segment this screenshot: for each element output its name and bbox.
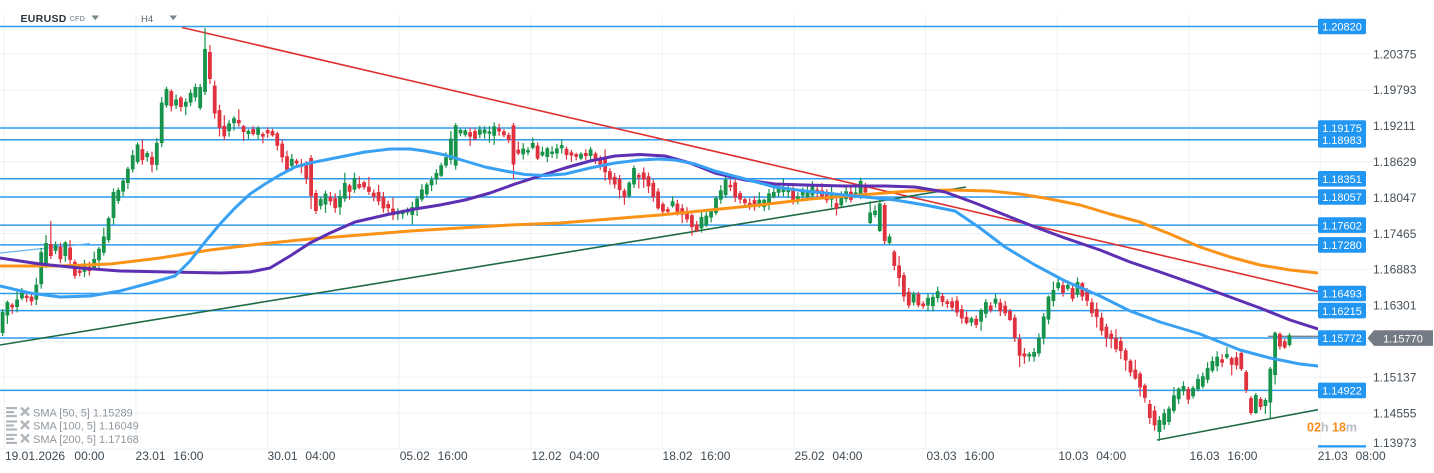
svg-text:1.16301: 1.16301 — [1373, 299, 1417, 313]
svg-text:1.20375: 1.20375 — [1373, 47, 1417, 61]
svg-text:EURUSD: EURUSD — [21, 13, 67, 25]
svg-text:1.13973: 1.13973 — [1373, 436, 1417, 450]
svg-text:H4: H4 — [141, 14, 153, 25]
svg-text:10.03 04:00: 10.03 04:00 — [1058, 449, 1126, 463]
svg-text:1.19793: 1.19793 — [1373, 83, 1417, 97]
svg-text:1.17465: 1.17465 — [1373, 227, 1417, 241]
svg-text:CFD: CFD — [70, 14, 86, 23]
svg-text:21.03 08:00: 21.03 08:00 — [1318, 449, 1386, 463]
svg-text:SMA [100, 5] 1.16049: SMA [100, 5] 1.16049 — [33, 421, 139, 433]
svg-text:1.15770: 1.15770 — [1383, 333, 1423, 345]
svg-text:25.02 04:00: 25.02 04:00 — [795, 449, 863, 463]
svg-text:1.16883: 1.16883 — [1373, 263, 1417, 277]
svg-text:1.14555: 1.14555 — [1373, 406, 1417, 420]
svg-text:19.01.2026 00:00: 19.01.2026 00:00 — [5, 449, 105, 463]
svg-text:1.20820: 1.20820 — [1322, 22, 1362, 34]
svg-text:16.03 16:00: 16.03 16:00 — [1190, 449, 1258, 463]
svg-text:23.01 16:00: 23.01 16:00 — [136, 449, 204, 463]
svg-text:1.14922: 1.14922 — [1322, 386, 1362, 398]
svg-text:1.18983: 1.18983 — [1322, 135, 1362, 147]
svg-text:1.16215: 1.16215 — [1322, 306, 1362, 318]
svg-text:1.18351: 1.18351 — [1322, 174, 1362, 186]
svg-text:18.02 16:00: 18.02 16:00 — [663, 449, 731, 463]
svg-text:1.17280: 1.17280 — [1322, 240, 1362, 252]
svg-text:1.15772: 1.15772 — [1322, 333, 1362, 345]
svg-text:1.18629: 1.18629 — [1373, 155, 1417, 169]
svg-text:1.17602: 1.17602 — [1322, 220, 1362, 232]
svg-text:12.02 04:00: 12.02 04:00 — [532, 449, 600, 463]
svg-text:SMA [200, 5] 1.17168: SMA [200, 5] 1.17168 — [33, 434, 139, 446]
svg-text:30.01 04:00: 30.01 04:00 — [268, 449, 336, 463]
svg-text:1.18057: 1.18057 — [1322, 192, 1362, 204]
svg-text:02h 18m: 02h 18m — [1307, 421, 1357, 435]
svg-text:1.18047: 1.18047 — [1373, 191, 1417, 205]
svg-text:1.16493: 1.16493 — [1322, 289, 1362, 301]
svg-text:1.15137: 1.15137 — [1373, 370, 1417, 384]
svg-text:05.02 16:00: 05.02 16:00 — [400, 449, 468, 463]
svg-text:1.19211: 1.19211 — [1373, 119, 1416, 133]
svg-text:03.03 16:00: 03.03 16:00 — [927, 449, 995, 463]
svg-text:SMA [50, 5] 1.15289: SMA [50, 5] 1.15289 — [33, 407, 133, 419]
